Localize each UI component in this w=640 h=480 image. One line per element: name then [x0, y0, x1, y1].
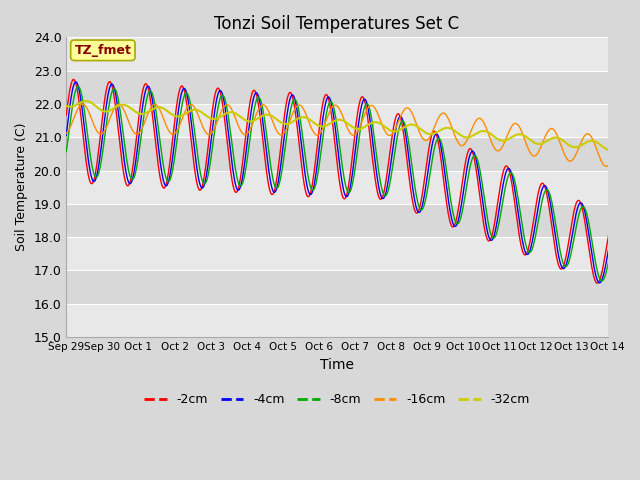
- Bar: [67, 71, 608, 104]
- Bar: [67, 104, 608, 137]
- Text: TZ_fmet: TZ_fmet: [74, 44, 131, 57]
- Bar: [67, 37, 608, 71]
- Bar: [67, 304, 608, 337]
- Bar: [67, 237, 608, 271]
- Bar: [67, 204, 608, 237]
- Y-axis label: Soil Temperature (C): Soil Temperature (C): [15, 123, 28, 252]
- Title: Tonzi Soil Temperatures Set C: Tonzi Soil Temperatures Set C: [214, 15, 460, 33]
- Bar: [67, 170, 608, 204]
- Legend: -2cm, -4cm, -8cm, -16cm, -32cm: -2cm, -4cm, -8cm, -16cm, -32cm: [139, 388, 535, 411]
- Bar: [67, 271, 608, 304]
- X-axis label: Time: Time: [320, 358, 354, 372]
- Bar: [67, 137, 608, 170]
